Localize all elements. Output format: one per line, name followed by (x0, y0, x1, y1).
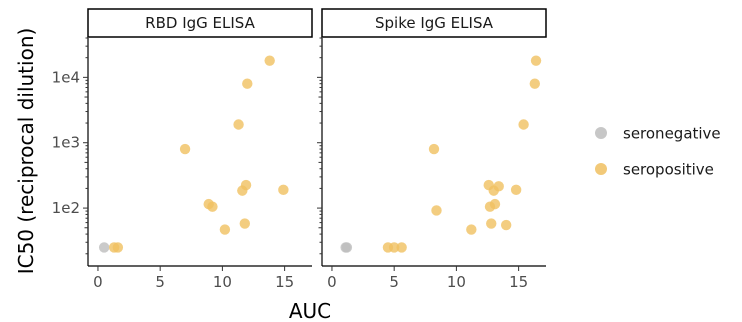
data-point-seropositive (510, 184, 522, 196)
data-point-seropositive (500, 219, 512, 231)
legend-key-seronegative (595, 127, 607, 139)
legend-label: seropositive (623, 161, 714, 179)
x-tick-label: 15 (275, 273, 294, 291)
panel-title: RBD IgG ELISA (145, 14, 255, 32)
y-axis-title: IC50 (reciprocal dilution) (14, 28, 38, 275)
data-point-seropositive (242, 78, 253, 89)
y-axis: 1e2 1e3 1e4 (52, 68, 80, 217)
data-point-seropositive (489, 198, 501, 210)
panel-spike: Spike IgG ELISA 0 5 10 15 (317, 8, 547, 291)
x-tick-label: 5 (155, 273, 165, 291)
data-point-seropositive (278, 184, 289, 196)
legend-key-seropositive (595, 163, 607, 175)
x-tick-label: 5 (389, 273, 399, 291)
x-tick-label: 0 (327, 273, 337, 291)
data-point-seropositive (388, 242, 400, 253)
data-point-seropositive (466, 224, 477, 235)
panel-rbd: RBD IgG ELISA 0 5 10 15 (83, 8, 313, 291)
panel-strip (87, 8, 313, 38)
data-point-seronegative (98, 242, 110, 253)
data-point-seropositive (219, 224, 231, 235)
panel-strip (321, 8, 547, 38)
panels-layer: RBD IgG ELISA 0 5 10 15 Spike IgG ELISA 0 5 10 15 (83, 8, 547, 291)
data-point-seropositive (240, 179, 252, 191)
data-point-seropositive (529, 78, 540, 89)
y-tick-label: 1e3 (52, 134, 80, 152)
data-point-seropositive (112, 242, 124, 253)
x-tick-label: 0 (93, 273, 103, 291)
data-point-seropositive (486, 218, 497, 229)
data-point-seropositive (264, 55, 275, 66)
data-point-seropositive (207, 201, 218, 212)
data-point-seropositive (518, 119, 529, 130)
y-tick-label: 1e4 (52, 68, 80, 86)
data-point-seropositive (239, 218, 250, 229)
data-point-seropositive (493, 181, 504, 192)
panel-title: Spike IgG ELISA (375, 14, 494, 32)
data-point-seropositive (431, 205, 442, 216)
data-point-seropositive (179, 143, 191, 155)
x-tick-label: 15 (509, 273, 528, 291)
x-axis-title: AUC (289, 299, 331, 322)
data-point-seropositive (396, 242, 407, 253)
legend-label: seronegative (623, 125, 721, 143)
legend: seronegative seropositive (595, 125, 721, 179)
data-point-seropositive (428, 143, 440, 155)
data-point-seronegative (341, 242, 353, 253)
data-point-seropositive (233, 119, 244, 130)
y-tick-label: 1e2 (52, 199, 80, 217)
x-tick-label: 10 (447, 273, 466, 291)
data-point-seropositive (530, 55, 542, 66)
x-tick-label: 10 (213, 273, 232, 291)
